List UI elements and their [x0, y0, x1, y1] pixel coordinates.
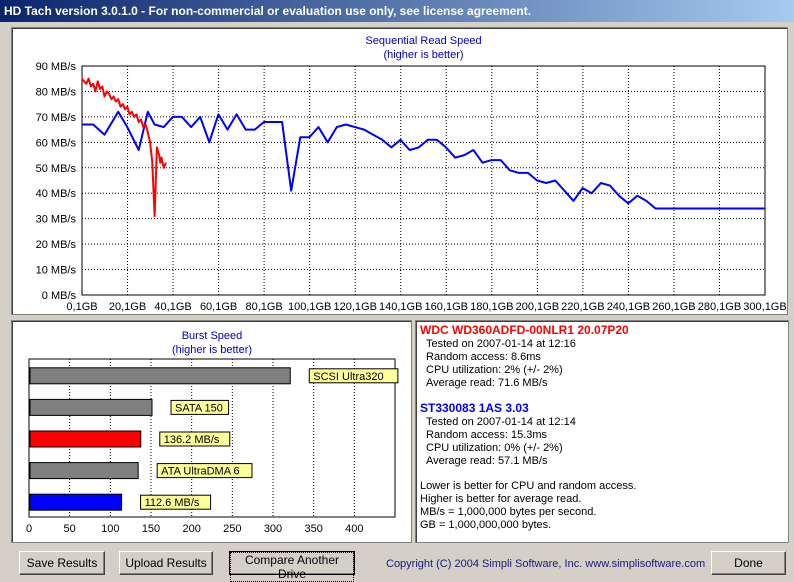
note-line: MB/s = 1,000,000 bytes per second.	[420, 506, 597, 518]
x-tick-label: 160,1GB	[425, 301, 468, 313]
bar-label: 112.6 MB/s	[145, 497, 200, 509]
x-tick-label: 350	[304, 523, 322, 535]
done-button[interactable]: Done	[711, 551, 786, 575]
drive2-name: ST330083 1AS 3.03	[420, 401, 529, 415]
chart-title: Burst Speed	[182, 330, 243, 342]
bar-label: SCSI Ultra320	[313, 371, 383, 383]
save-results-button[interactable]: Save Results	[19, 551, 105, 575]
x-tick-label: 260,1GB	[652, 301, 695, 313]
drive2-cpu: CPU utilization: 0% (+/- 2%)	[426, 442, 563, 454]
drive1-avg-read: Average read: 71.6 MB/s	[426, 377, 548, 389]
x-tick-label: 80,1GB	[245, 301, 282, 313]
sequential-read-chart: Sequential Read Speed (higher is better) 0…	[36, 35, 787, 313]
burst-speed-chart: Burst Speed (higher is better) 0 50 100 150 20…	[26, 330, 399, 535]
drive1-tested: Tested on 2007-01-14 at 12:16	[426, 338, 576, 350]
burst-bar	[29, 462, 139, 480]
plot-frame	[28, 358, 396, 518]
burst-bar	[29, 493, 123, 511]
copyright-text: Copyright (C) 2004 Simpli Software, Inc.…	[386, 558, 706, 570]
burst-bar	[29, 367, 291, 385]
burst-bar	[29, 430, 142, 448]
window-title: HD Tach version 3.0.1.0 - For non-commer…	[4, 4, 532, 18]
x-tick-label: 150	[142, 523, 160, 535]
chart-subtitle: (higher is better)	[383, 49, 463, 61]
drive2-tested: Tested on 2007-01-14 at 12:14	[426, 416, 576, 428]
sequential-read-panel: Sequential Read Speed (higher is better) 0…	[11, 27, 788, 315]
bar-label-box	[159, 431, 231, 447]
y-tick-label: 90 MB/s	[36, 61, 77, 73]
x-tick-label: 300	[264, 523, 282, 535]
drive2-avg-read: Average read: 57.1 MB/s	[426, 455, 548, 467]
chart-title: Sequential Read Speed	[365, 35, 481, 47]
x-tick-label: 200	[182, 523, 200, 535]
drive-info-panel: WDC WD360ADFD-00NLR1 20.07P20 Tested on …	[415, 320, 789, 543]
drive1-cpu: CPU utilization: 2% (+/- 2%)	[426, 364, 563, 376]
bar-label: 136.2 MB/s	[164, 434, 220, 446]
bar-label: SATA 150	[175, 402, 223, 414]
x-tick-label: 60,1GB	[200, 301, 237, 313]
series-line	[81, 77, 167, 218]
y-tick-label: 30 MB/s	[36, 214, 77, 226]
y-tick-label: 60 MB/s	[36, 137, 77, 149]
x-tick-label: 200,1GB	[516, 301, 559, 313]
series-line	[82, 110, 765, 210]
x-tick-label: 400	[345, 523, 363, 535]
x-tick-label: 100,1GB	[288, 301, 331, 313]
y-tick-label: 0 MB/s	[42, 290, 77, 302]
x-tick-label: 100	[101, 523, 119, 535]
note-line: GB = 1,000,000,000 bytes.	[420, 519, 552, 531]
y-tick-label: 10 MB/s	[36, 265, 77, 277]
x-tick-label: 0	[26, 523, 32, 535]
x-tick-label: 0,1GB	[66, 301, 97, 313]
bar-label-box	[170, 399, 230, 415]
y-tick-label: 80 MB/s	[36, 86, 77, 98]
bar-label-box	[140, 494, 212, 510]
x-tick-label: 50	[64, 523, 76, 535]
burst-bar	[29, 398, 153, 416]
x-tick-label: 20,1GB	[109, 301, 146, 313]
upload-results-button[interactable]: Upload Results	[119, 551, 213, 575]
plot-frame	[81, 65, 766, 296]
bar-label: ATA UltraDMA 6	[161, 466, 239, 478]
compare-another-drive-button[interactable]: Compare Another Drive	[229, 551, 355, 582]
x-tick-label: 40,1GB	[154, 301, 191, 313]
y-tick-label: 20 MB/s	[36, 239, 77, 251]
drive1-name: WDC WD360ADFD-00NLR1 20.07P20	[420, 323, 629, 337]
x-tick-label: 300,1GB	[743, 301, 786, 313]
x-tick-label: 220,1GB	[561, 301, 604, 313]
y-tick-label: 50 MB/s	[36, 163, 77, 175]
bar-label-box	[308, 368, 399, 384]
x-tick-label: 250	[223, 523, 241, 535]
x-tick-label: 120,1GB	[333, 301, 376, 313]
drive2-random-access: Random access: 15.3ms	[426, 429, 548, 441]
y-tick-label: 70 MB/s	[36, 112, 77, 124]
chart-subtitle: (higher is better)	[172, 344, 252, 356]
burst-speed-panel: Burst Speed (higher is better) 0 50 100 150 20…	[11, 320, 412, 543]
note-line: Higher is better for average read.	[420, 493, 582, 505]
note-line: Lower is better for CPU and random acces…	[420, 480, 637, 492]
drive1-random-access: Random access: 8.6ms	[426, 351, 541, 363]
bar-label-box	[156, 463, 253, 479]
window-titlebar: HD Tach version 3.0.1.0 - For non-commer…	[0, 0, 794, 22]
x-tick-label: 140,1GB	[379, 301, 422, 313]
y-tick-label: 40 MB/s	[36, 188, 77, 200]
x-tick-label: 180,1GB	[470, 301, 513, 313]
x-tick-label: 280,1GB	[698, 301, 741, 313]
x-tick-label: 240,1GB	[607, 301, 650, 313]
